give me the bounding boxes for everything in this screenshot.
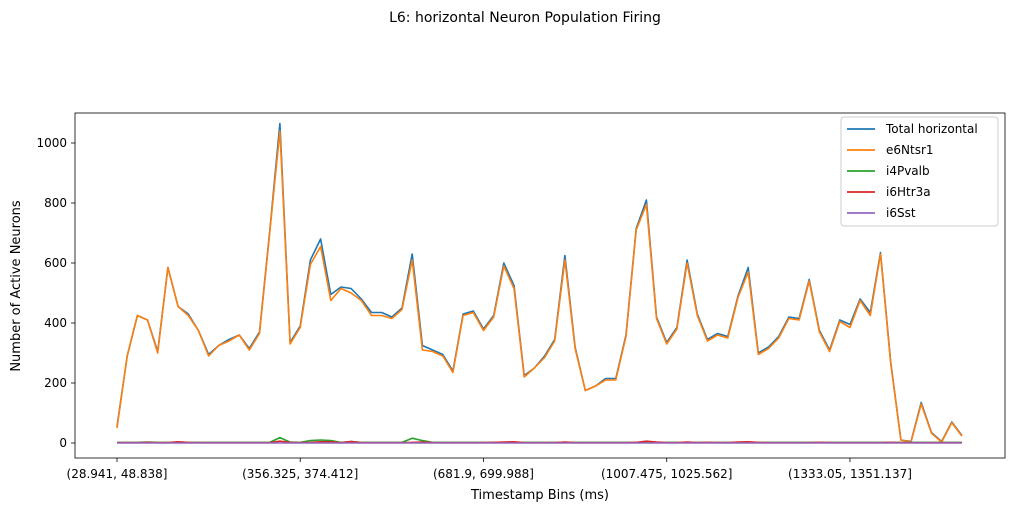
y-tick-label: 1000 [36, 136, 67, 150]
chart-title: L6: horizontal Neuron Population Firing [389, 10, 661, 26]
y-tick-label: 400 [44, 316, 67, 330]
x-tick-label: (1333.05, 1351.137] [788, 467, 912, 481]
x-axis-label: Timestamp Bins (ms) [470, 488, 609, 503]
legend-label: Total horizontal [885, 122, 978, 136]
x-tick-label: (1007.475, 1025.562] [601, 467, 733, 481]
x-axis: (28.941, 48.838] (356.325, 374.412] (681.9… [67, 458, 912, 481]
x-tick-label: (681.9, 699.988] [433, 467, 534, 481]
x-tick-label: (28.941, 48.838] [67, 467, 168, 481]
y-tick-label: 0 [59, 436, 67, 450]
y-axis: 0 200 400 600 800 1000 [36, 136, 75, 450]
legend-label: i6Sst [886, 206, 916, 220]
legend-label: e6Ntsr1 [886, 143, 934, 157]
series-lines [116, 122, 963, 444]
y-axis-label: Number of Active Neurons [9, 200, 24, 372]
x-tick-label: (356.325, 374.412] [242, 467, 358, 481]
legend-box [840, 116, 999, 227]
legend-label: i6Htr3a [886, 185, 931, 199]
legend: Total horizontal e6Ntsr1 i4Pvalb i6Htr3a i6S… [840, 116, 999, 227]
legend-label: i4Pvalb [886, 164, 930, 178]
y-tick-label: 200 [44, 376, 67, 390]
y-tick-label: 800 [44, 196, 67, 210]
y-tick-label: 600 [44, 256, 67, 270]
series-line-e6ntsr1 [116, 130, 963, 443]
